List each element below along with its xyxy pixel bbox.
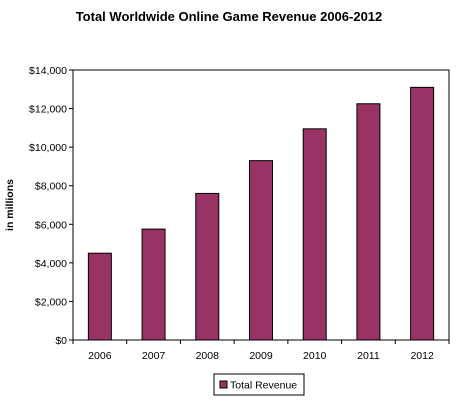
x-tick-label: 2011 [357,350,380,362]
y-axis-ticks: $0 $2,000 $4,000 $6,000 $8,000 $10,000 $12,000… [29,65,73,347]
bar-2008 [195,192,220,341]
legend: Total Revenue [213,373,305,396]
bar-2010 [302,128,327,341]
x-tick-label: 2007 [142,350,166,362]
x-tick-label: 2012 [410,350,434,362]
bar-2012 [410,86,435,341]
y-tick-label: $10,000 [29,142,67,154]
y-tick-label: $14,000 [29,65,67,77]
x-tick-label: 2009 [249,350,273,362]
y-axis-label: in millions [4,179,16,231]
y-tick-label: $8,000 [35,181,67,193]
bar-2011 [356,103,381,341]
x-axis-ticks: 2006 2007 2008 2009 2010 2011 2012 [72,340,450,362]
y-tick-label: $12,000 [29,104,67,116]
chart-title: Total Worldwide Online Game Revenue 2006… [76,9,383,24]
bars-group [87,86,435,341]
bar-2007 [141,228,166,341]
x-tick-label: 2006 [88,350,112,362]
legend-swatch [219,380,228,389]
legend-label: Total Revenue [230,380,297,392]
y-tick-label: $6,000 [35,219,67,231]
y-tick-label: $2,000 [35,296,67,308]
x-tick-label: 2008 [196,350,220,362]
y-tick-label: $4,000 [35,258,67,270]
x-tick-label: 2010 [303,350,327,362]
bar-2009 [249,160,273,341]
y-tick-label: $0 [55,335,67,347]
legend-box [213,373,305,396]
bar-2006 [87,252,112,341]
